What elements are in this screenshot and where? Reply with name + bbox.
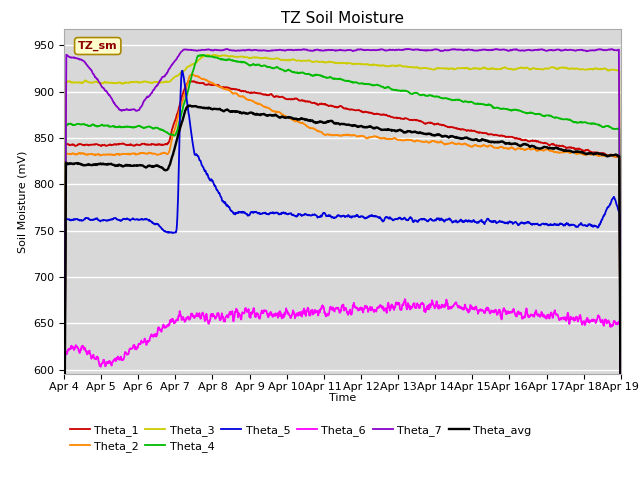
Theta_3	[617, 410, 625, 416]
Theta_2	[617, 461, 625, 467]
Theta_6	[401, 296, 409, 302]
Theta_3	[246, 55, 254, 61]
Theta_6	[502, 311, 509, 317]
Line: Theta_2: Theta_2	[64, 74, 621, 480]
Line: Theta_avg: Theta_avg	[64, 106, 621, 480]
Y-axis label: Soil Moisture (mV): Soil Moisture (mV)	[17, 150, 28, 253]
Legend: Theta_1, Theta_2, Theta_3, Theta_4, Theta_5, Theta_6, Theta_7, Theta_avg: Theta_1, Theta_2, Theta_3, Theta_4, Thet…	[70, 425, 531, 452]
Theta_2	[170, 128, 178, 133]
Line: Theta_1: Theta_1	[64, 81, 621, 480]
Theta_avg	[170, 146, 178, 152]
Theta_7	[404, 46, 412, 52]
Theta_2	[184, 80, 191, 85]
Theta_4	[551, 115, 559, 121]
Theta_4	[184, 89, 191, 95]
Theta_2	[502, 145, 509, 151]
Theta_3	[184, 64, 191, 70]
Text: TZ_sm: TZ_sm	[78, 41, 118, 51]
Theta_5	[502, 220, 509, 226]
Title: TZ Soil Moisture: TZ Soil Moisture	[281, 11, 404, 26]
Theta_1	[551, 143, 559, 148]
Theta_3	[170, 74, 178, 80]
Theta_5	[617, 479, 625, 480]
Theta_avg	[184, 104, 191, 109]
Theta_3	[551, 65, 559, 71]
Theta_1	[184, 80, 191, 85]
Theta_1	[170, 120, 178, 126]
Theta_7	[617, 412, 625, 418]
Theta_avg	[186, 103, 193, 108]
Theta_4	[502, 106, 509, 112]
Theta_5	[551, 221, 559, 227]
Theta_7	[170, 59, 178, 65]
Theta_7	[184, 47, 191, 53]
Theta_3	[429, 67, 437, 72]
Theta_2	[429, 138, 437, 144]
Theta_6	[170, 319, 178, 325]
Theta_5	[246, 210, 254, 216]
X-axis label: Time: Time	[329, 394, 356, 403]
Theta_7	[502, 47, 509, 53]
Theta_6	[184, 313, 191, 319]
Line: Theta_4: Theta_4	[64, 55, 621, 480]
Theta_6	[429, 301, 437, 307]
Theta_6	[246, 314, 254, 320]
Theta_avg	[502, 141, 509, 146]
Theta_avg	[551, 145, 559, 151]
Theta_avg	[617, 461, 625, 467]
Theta_7	[246, 48, 254, 53]
Theta_5	[179, 68, 186, 74]
Theta_4	[246, 62, 254, 68]
Theta_4	[170, 132, 178, 138]
Line: Theta_5: Theta_5	[64, 71, 621, 480]
Theta_4	[429, 93, 437, 99]
Theta_4	[617, 444, 625, 450]
Theta_1	[502, 134, 509, 140]
Theta_2	[246, 97, 254, 103]
Theta_6	[551, 307, 559, 313]
Theta_1	[429, 121, 437, 127]
Theta_1	[186, 78, 193, 84]
Theta_avg	[429, 132, 437, 138]
Theta_3	[502, 65, 509, 71]
Theta_2	[551, 149, 559, 155]
Theta_7	[429, 47, 437, 53]
Line: Theta_6: Theta_6	[64, 299, 621, 480]
Theta_1	[246, 90, 254, 96]
Theta_1	[617, 461, 625, 467]
Theta_3	[204, 52, 211, 58]
Line: Theta_7: Theta_7	[64, 49, 621, 480]
Line: Theta_3: Theta_3	[64, 55, 621, 480]
Theta_avg	[246, 110, 254, 116]
Theta_4	[198, 52, 206, 58]
Theta_2	[188, 72, 196, 77]
Theta_5	[170, 229, 178, 235]
Theta_7	[551, 48, 559, 53]
Theta_5	[184, 108, 192, 114]
Theta_5	[429, 218, 437, 224]
